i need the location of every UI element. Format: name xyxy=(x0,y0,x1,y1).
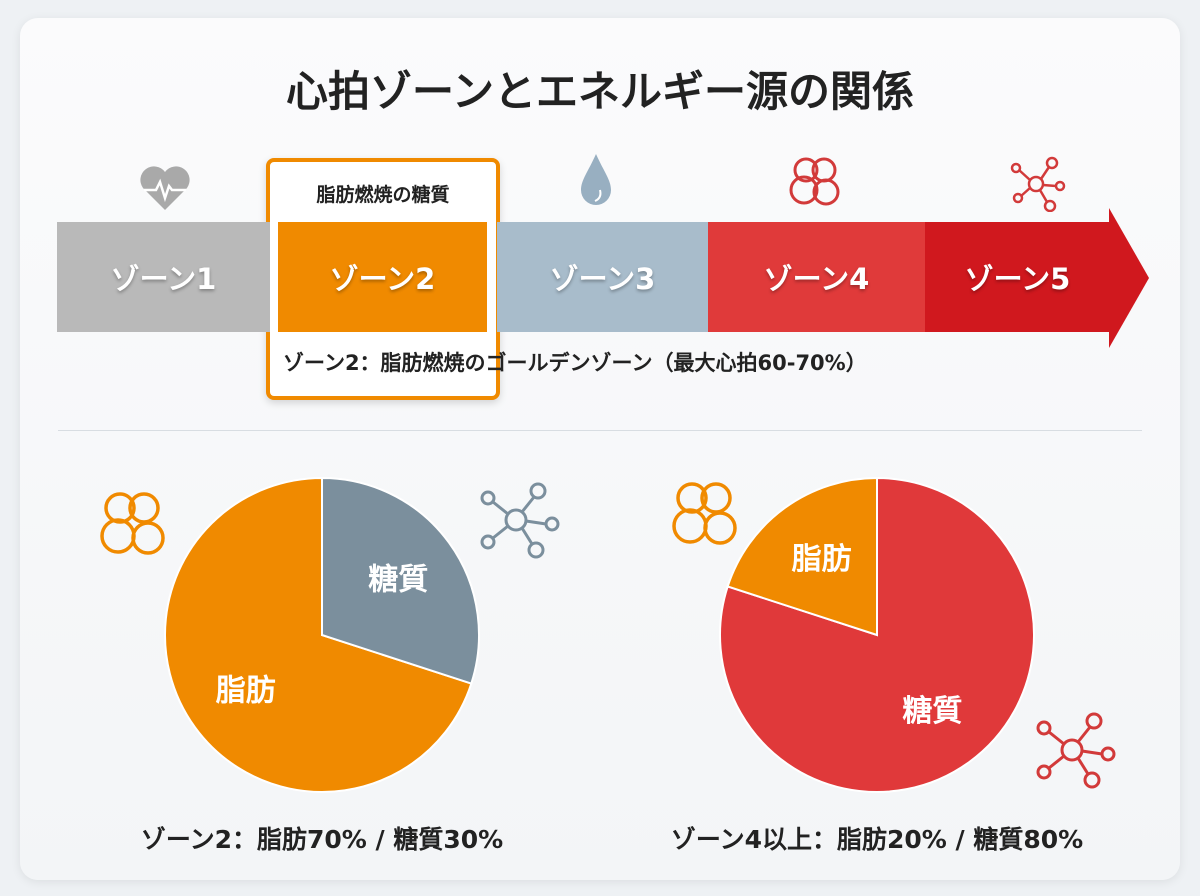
arrow-head xyxy=(1109,208,1149,348)
pie1-slice-0 xyxy=(164,476,473,793)
pie2-slice-1 xyxy=(726,476,878,637)
zone-5: ゾーン5 xyxy=(925,222,1110,332)
molecule-icon xyxy=(480,482,560,559)
highlight-label: 脂肪燃焼の糖質 xyxy=(316,184,450,206)
zone-4: ゾーン4 xyxy=(708,222,925,332)
zone2-caption: ゾーン2：脂肪燃焼のゴールデンゾーン（最大心拍60-70%） xyxy=(283,351,867,375)
heart-pulse-icon xyxy=(140,166,190,210)
pie1-label-1: 糖質 xyxy=(368,563,428,598)
pie2-caption: ゾーン4以上：脂肪20% / 糖質80% xyxy=(670,825,1084,854)
divider xyxy=(58,430,1142,431)
molecule-icon xyxy=(1036,712,1116,789)
zone-2: ゾーン2 xyxy=(278,222,487,332)
fat-cells-icon xyxy=(100,492,165,555)
page-title: 心拍ゾーンとエネルギー源の関係 xyxy=(286,67,914,116)
pie2-label-1: 脂肪 xyxy=(792,542,852,577)
zone-1: ゾーン1 xyxy=(57,222,270,332)
pie2-slice-0 xyxy=(719,476,1035,793)
pie1-caption: ゾーン2：脂肪70% / 糖質30% xyxy=(140,825,504,854)
molecule-icon xyxy=(1010,156,1066,212)
fat-cells-icon xyxy=(672,482,737,545)
zone-3: ゾーン3 xyxy=(497,222,708,332)
pie1-label-0: 脂肪 xyxy=(216,673,276,708)
pie2-label-0: 糖質 xyxy=(902,694,962,729)
pie1-slice-1 xyxy=(321,476,480,685)
fat-cells-icon xyxy=(789,157,840,206)
water-drop-icon xyxy=(581,154,611,205)
